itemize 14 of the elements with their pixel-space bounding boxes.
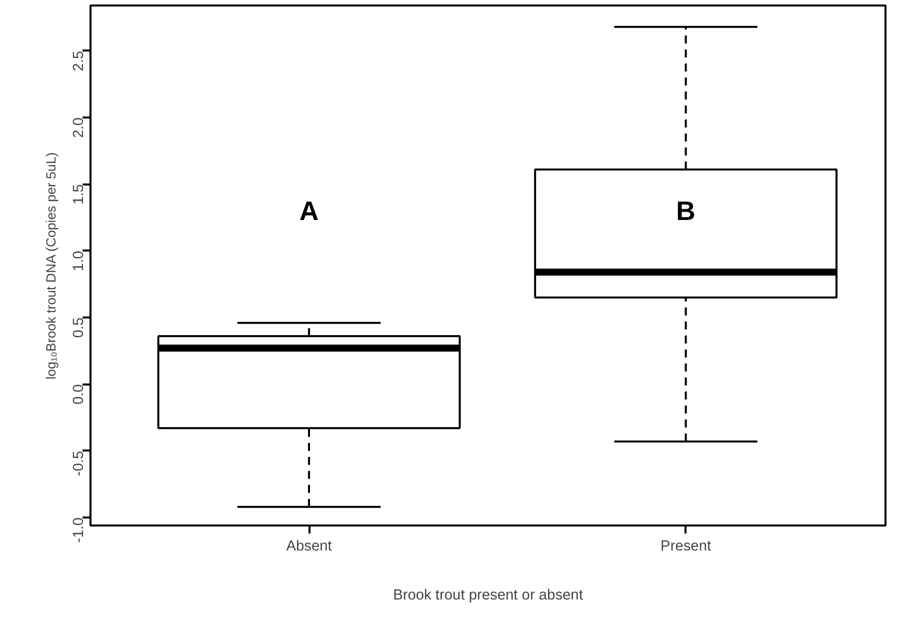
y-tick-label: -0.5	[71, 450, 87, 476]
y-tick-label: 2.0	[71, 118, 87, 138]
x-axis-title: Brook trout present or absent	[393, 588, 583, 604]
y-tick-label: 2.5	[71, 50, 87, 72]
y-tick-label: 0.5	[71, 318, 87, 338]
y-tick-label: -1.0	[71, 517, 87, 543]
y-axis-title: log₁₀Brook trout DNA (Copies per 5uL)	[44, 152, 58, 380]
annotation: A	[299, 196, 319, 226]
x-tick-label: Present	[660, 538, 712, 554]
y-tick-label: 0.0	[71, 384, 87, 405]
y-tick-label: 1.5	[71, 184, 87, 205]
x-tick-label: Absent	[286, 538, 332, 554]
y-tick-label: 1.0	[71, 250, 87, 272]
annotation: B	[676, 196, 696, 226]
